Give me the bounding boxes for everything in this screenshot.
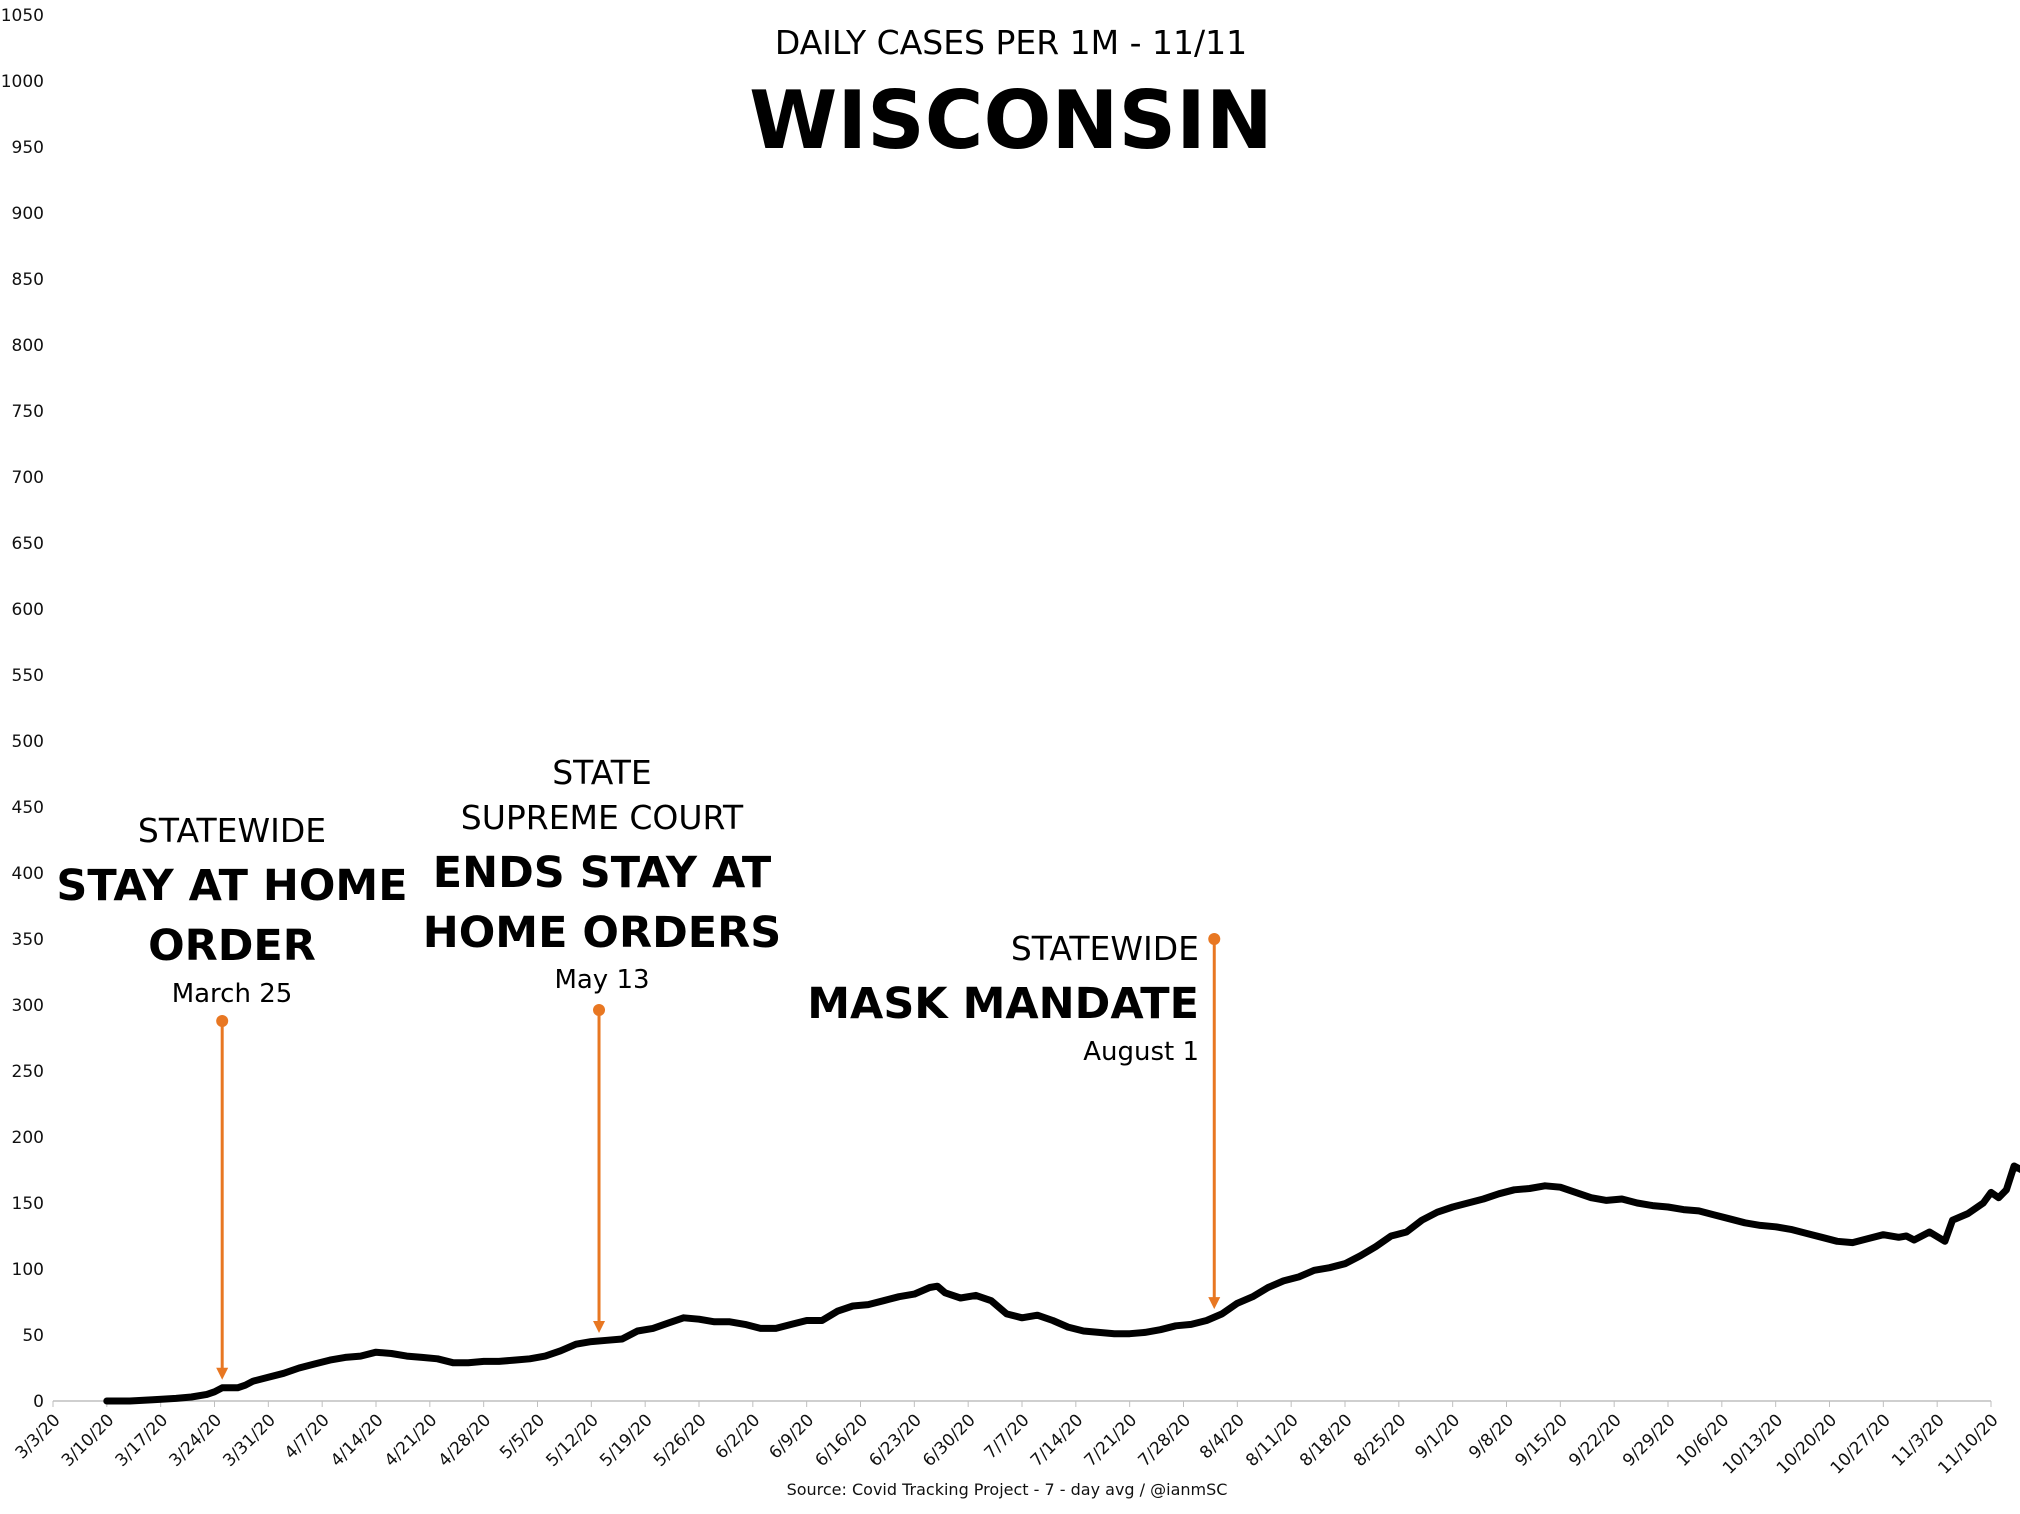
x-tick-label: 3/3/20 xyxy=(12,1410,65,1463)
annotation-2-date: May 13 xyxy=(554,965,649,995)
x-tick-label: 8/4/20 xyxy=(1196,1410,1249,1463)
y-tick-label: 150 xyxy=(12,1194,44,1214)
series-line xyxy=(103,1162,2020,1405)
y-tick-label: 450 xyxy=(12,798,44,818)
annotation-arrow-head xyxy=(1208,1297,1221,1310)
y-tick-label: 1050 xyxy=(1,6,44,26)
x-axis: 3/3/203/10/203/17/203/24/203/31/20 4/7/20… xyxy=(12,1400,2003,1479)
y-tick-label: 750 xyxy=(12,402,44,422)
annotation-arrows xyxy=(216,933,1221,1380)
y-tick-label: 950 xyxy=(12,138,44,158)
y-axis: 0 50 100 150 200 250 300 350 400 450 500 550 600 650 7… xyxy=(1,6,44,1412)
x-tick-label: 9/22/20 xyxy=(1565,1410,1625,1470)
x-tick-label: 5/12/20 xyxy=(542,1410,602,1470)
annotation-3-date: August 1 xyxy=(1083,1037,1199,1067)
y-tick-label: 800 xyxy=(12,336,44,356)
x-tick-label: 7/14/20 xyxy=(1027,1410,1087,1470)
y-tick-label: 300 xyxy=(12,996,44,1016)
x-tick-label: 6/23/20 xyxy=(865,1410,925,1470)
series-layer xyxy=(103,1162,2020,1405)
x-tick-label: 3/17/20 xyxy=(112,1410,172,1470)
annotation-arrow-head xyxy=(593,1320,606,1333)
x-tick-label: 4/28/20 xyxy=(435,1410,495,1470)
chart-title: WISCONSIN xyxy=(749,74,1273,167)
x-tick-label: 6/9/20 xyxy=(765,1410,818,1463)
x-tick-label: 6/16/20 xyxy=(812,1410,872,1470)
y-tick-label: 900 xyxy=(12,204,44,224)
y-tick-label: 700 xyxy=(12,468,44,488)
x-tick-label: 5/26/20 xyxy=(650,1410,710,1470)
x-tick-label: 8/25/20 xyxy=(1350,1410,1410,1470)
annotation-3-main-line-1: MASK MANDATE xyxy=(807,979,1199,1029)
x-tick-label: 9/8/20 xyxy=(1465,1410,1518,1463)
x-tick-label: 4/7/20 xyxy=(281,1410,334,1463)
chart-subtitle: DAILY CASES PER 1M - 11/11 xyxy=(775,23,1247,62)
x-tick-label: 9/29/20 xyxy=(1619,1410,1679,1470)
annotation-supreme-court: STATE SUPREME COURT ENDS STAY AT HOME OR… xyxy=(423,753,782,995)
annotation-2-pre-line-1: STATE xyxy=(552,753,652,792)
annotation-1-main-line-2: ORDER xyxy=(148,921,316,971)
annotation-1-pre: STATEWIDE xyxy=(138,811,326,850)
annotation-1-date: March 25 xyxy=(172,979,293,1009)
x-tick-label: 9/15/20 xyxy=(1511,1410,1571,1470)
y-tick-label: 850 xyxy=(12,270,44,290)
y-tick-label: 0 xyxy=(33,1392,44,1412)
y-tick-label: 400 xyxy=(12,864,44,884)
x-tick-label: 7/28/20 xyxy=(1135,1410,1195,1470)
annotation-2-main-line-2: HOME ORDERS xyxy=(423,908,782,958)
x-tick-label: 4/21/20 xyxy=(381,1410,441,1470)
y-tick-label: 250 xyxy=(12,1062,44,1082)
x-tick-label: 6/30/20 xyxy=(919,1410,979,1470)
annotation-arrow-head xyxy=(216,1367,229,1380)
y-tick-label: 500 xyxy=(12,732,44,752)
chart-source: Source: Covid Tracking Project - 7 - day… xyxy=(787,1480,1228,1499)
y-tick-label: 1000 xyxy=(1,72,44,92)
y-tick-label: 650 xyxy=(12,534,44,554)
x-tick-label: 5/19/20 xyxy=(596,1410,656,1470)
annotation-3-pre: STATEWIDE xyxy=(1011,929,1199,968)
annotation-mask-mandate: STATEWIDE MASK MANDATE August 1 xyxy=(807,929,1199,1067)
y-tick-label: 200 xyxy=(12,1128,44,1148)
x-tick-label: 5/5/20 xyxy=(496,1410,549,1463)
annotation-2-main-line-1: ENDS STAY AT xyxy=(433,848,772,898)
annotation-2-pre-line-2: SUPREME COURT xyxy=(461,798,744,837)
x-tick-label: 7/7/20 xyxy=(981,1410,1034,1463)
x-tick-label: 9/1/20 xyxy=(1411,1410,1464,1463)
x-tick-label: 3/31/20 xyxy=(219,1410,279,1470)
y-tick-label: 550 xyxy=(12,666,44,686)
y-tick-label: 350 xyxy=(12,930,44,950)
x-tick-label: 6/2/20 xyxy=(712,1410,765,1463)
x-tick-label: 4/14/20 xyxy=(327,1410,387,1470)
y-tick-label: 50 xyxy=(22,1326,44,1346)
y-tick-label: 600 xyxy=(12,600,44,620)
x-tick-label: 3/10/20 xyxy=(58,1410,118,1470)
x-tick-label: 3/24/20 xyxy=(166,1410,226,1470)
annotation-1-main-line-1: STAY AT HOME xyxy=(56,861,407,911)
x-tick-label: 8/18/20 xyxy=(1296,1410,1356,1470)
x-tick-label: 7/21/20 xyxy=(1081,1410,1141,1470)
y-tick-label: 100 xyxy=(12,1260,44,1280)
x-tick-label: 8/11/20 xyxy=(1242,1410,1302,1470)
annotation-stay-at-home: STATEWIDE STAY AT HOME ORDER March 25 xyxy=(56,811,407,1009)
